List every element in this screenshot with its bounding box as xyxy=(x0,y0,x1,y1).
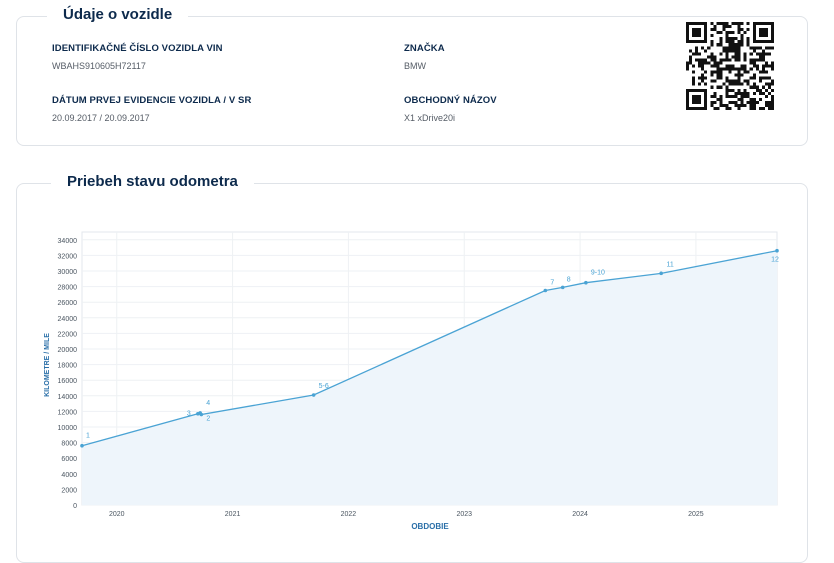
y-axis-label: KILOMETRE / MILE xyxy=(44,333,51,397)
data-label: 5-6 xyxy=(319,383,329,390)
vin-value: WBAHS910605H72117 xyxy=(52,61,146,71)
y-tick-label: 14000 xyxy=(58,394,78,401)
y-tick-label: 30000 xyxy=(58,269,78,276)
data-point xyxy=(659,271,663,276)
data-point xyxy=(775,248,779,253)
y-tick-label: 6000 xyxy=(61,456,77,463)
odometer-chart: 0 2000 4000 6000 8000 10000 12000 14000 16000 180… xyxy=(44,231,779,531)
y-tick-label: 26000 xyxy=(58,300,78,307)
registration-label: DÁTUM PRVEJ EVIDENCIE VOZIDLA / V SR xyxy=(52,95,252,106)
data-point xyxy=(199,412,204,417)
x-tick-label: 2021 xyxy=(225,511,241,518)
qr-code[interactable] xyxy=(686,22,774,110)
data-label: 2 xyxy=(206,416,210,423)
brand-value: BMW xyxy=(404,61,426,71)
data-label: 1 xyxy=(86,433,90,440)
model-value: X1 xDrive20i xyxy=(404,113,456,123)
x-tick-label: 2025 xyxy=(688,511,704,518)
data-point xyxy=(584,280,588,285)
data-label: 12 xyxy=(771,257,779,264)
series-area xyxy=(82,250,777,505)
y-tick-label: 18000 xyxy=(58,363,78,370)
y-tick-label: 28000 xyxy=(58,285,78,292)
y-tick-label: 16000 xyxy=(58,378,78,385)
y-tick-label: 2000 xyxy=(61,487,77,494)
data-point xyxy=(311,393,316,397)
y-tick-label: 32000 xyxy=(58,253,78,260)
data-label: 11 xyxy=(667,261,674,268)
x-tick-label: 2024 xyxy=(572,511,588,518)
x-tick-label: 2022 xyxy=(341,511,357,518)
data-label: 8 xyxy=(567,276,571,283)
odometer-title: Priebeh stavu odometra xyxy=(51,172,254,192)
x-axis-label: OBDOBIE xyxy=(411,522,449,531)
y-tick-label: 10000 xyxy=(58,425,78,432)
data-point xyxy=(560,285,565,290)
y-tick-label: 20000 xyxy=(58,347,78,354)
data-point xyxy=(80,443,84,448)
y-tick-label: 24000 xyxy=(58,316,78,323)
model-label: OBCHODNÝ NÁZOV xyxy=(404,95,497,106)
data-label: 9-10 xyxy=(591,270,605,277)
y-tick-label: 0 xyxy=(73,503,77,510)
data-label: 3 xyxy=(187,411,191,418)
data-label: 4 xyxy=(206,400,210,407)
y-tick-label: 12000 xyxy=(58,409,78,416)
vehicle-info-title: Údaje o vozidle xyxy=(47,5,189,25)
brand-label: ZNAČKA xyxy=(404,43,445,54)
data-point xyxy=(543,288,548,293)
y-tick-label: 8000 xyxy=(61,441,77,448)
vin-label: IDENTIFIKAČNÉ ČÍSLO VOZIDLA VIN xyxy=(52,43,223,54)
x-tick-label: 2020 xyxy=(109,511,125,518)
y-tick-label: 22000 xyxy=(58,331,78,338)
y-tick-label: 4000 xyxy=(61,472,77,479)
x-tick-label: 2023 xyxy=(456,511,472,518)
y-tick-label: 34000 xyxy=(58,238,78,245)
data-label: 7 xyxy=(550,280,554,287)
registration-value: 20.09.2017 / 20.09.2017 xyxy=(52,113,150,123)
vehicle-info-panel: Údaje o vozidle xyxy=(16,5,808,146)
